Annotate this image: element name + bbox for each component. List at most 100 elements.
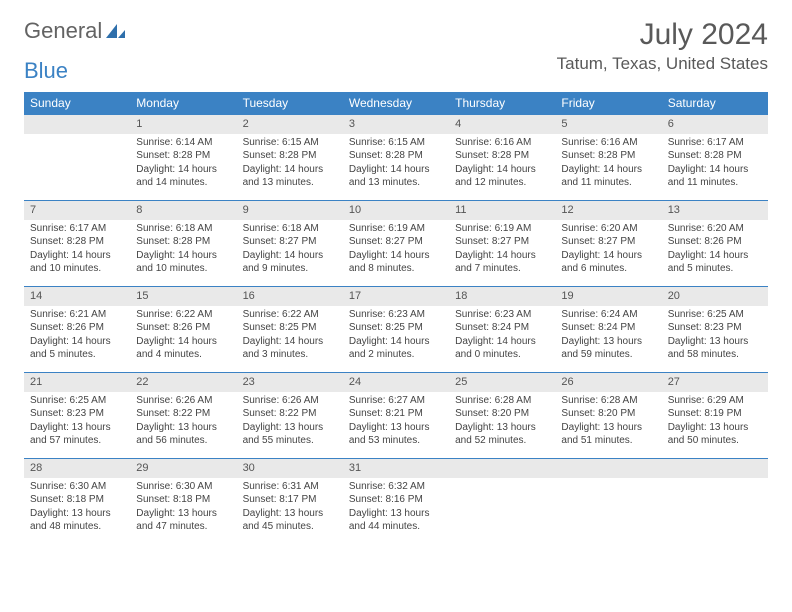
- daylight-text: Daylight: 13 hours and 44 minutes.: [349, 507, 443, 534]
- day-number: 1: [130, 114, 236, 134]
- sunrise-text: Sunrise: 6:15 AM: [243, 136, 337, 150]
- daylight-text: Daylight: 14 hours and 5 minutes.: [30, 335, 124, 362]
- day-number: 21: [24, 372, 130, 392]
- sunset-text: Sunset: 8:28 PM: [561, 149, 655, 163]
- sunrise-text: Sunrise: 6:17 AM: [668, 136, 762, 150]
- calendar-day-cell: 21Sunrise: 6:25 AMSunset: 8:23 PMDayligh…: [24, 372, 130, 458]
- day-details: Sunrise: 6:31 AMSunset: 8:17 PMDaylight:…: [237, 478, 343, 538]
- daylight-text: Daylight: 14 hours and 14 minutes.: [136, 163, 230, 190]
- calendar-day-cell: 2Sunrise: 6:15 AMSunset: 8:28 PMDaylight…: [237, 114, 343, 200]
- day-number: 5: [555, 114, 661, 134]
- day-number: 3: [343, 114, 449, 134]
- calendar-day-cell: 20Sunrise: 6:25 AMSunset: 8:23 PMDayligh…: [662, 286, 768, 372]
- sunrise-text: Sunrise: 6:25 AM: [30, 394, 124, 408]
- daylight-text: Daylight: 14 hours and 10 minutes.: [136, 249, 230, 276]
- sunrise-text: Sunrise: 6:19 AM: [455, 222, 549, 236]
- day-details: Sunrise: 6:17 AMSunset: 8:28 PMDaylight:…: [662, 134, 768, 194]
- daylight-text: Daylight: 14 hours and 4 minutes.: [136, 335, 230, 362]
- day-number: 17: [343, 286, 449, 306]
- calendar-day-cell: 28Sunrise: 6:30 AMSunset: 8:18 PMDayligh…: [24, 458, 130, 544]
- calendar-day-cell: 8Sunrise: 6:18 AMSunset: 8:28 PMDaylight…: [130, 200, 236, 286]
- day-number: 22: [130, 372, 236, 392]
- day-details: Sunrise: 6:18 AMSunset: 8:28 PMDaylight:…: [130, 220, 236, 280]
- brand-logo: General: [24, 18, 129, 44]
- calendar-empty-cell: [662, 458, 768, 544]
- sunrise-text: Sunrise: 6:21 AM: [30, 308, 124, 322]
- day-number: 15: [130, 286, 236, 306]
- calendar-day-cell: 23Sunrise: 6:26 AMSunset: 8:22 PMDayligh…: [237, 372, 343, 458]
- calendar-body: 1Sunrise: 6:14 AMSunset: 8:28 PMDaylight…: [24, 114, 768, 544]
- sunrise-text: Sunrise: 6:15 AM: [349, 136, 443, 150]
- calendar-day-cell: 17Sunrise: 6:23 AMSunset: 8:25 PMDayligh…: [343, 286, 449, 372]
- day-number: 23: [237, 372, 343, 392]
- weekday-header: Monday: [130, 92, 236, 114]
- daylight-text: Daylight: 14 hours and 0 minutes.: [455, 335, 549, 362]
- day-details: Sunrise: 6:30 AMSunset: 8:18 PMDaylight:…: [130, 478, 236, 538]
- day-number: [24, 114, 130, 134]
- day-number: 14: [24, 286, 130, 306]
- day-details: Sunrise: 6:23 AMSunset: 8:24 PMDaylight:…: [449, 306, 555, 366]
- calendar-day-cell: 6Sunrise: 6:17 AMSunset: 8:28 PMDaylight…: [662, 114, 768, 200]
- sunrise-text: Sunrise: 6:24 AM: [561, 308, 655, 322]
- sunrise-text: Sunrise: 6:22 AM: [243, 308, 337, 322]
- sunrise-text: Sunrise: 6:23 AM: [349, 308, 443, 322]
- calendar-day-cell: 30Sunrise: 6:31 AMSunset: 8:17 PMDayligh…: [237, 458, 343, 544]
- calendar-day-cell: 11Sunrise: 6:19 AMSunset: 8:27 PMDayligh…: [449, 200, 555, 286]
- daylight-text: Daylight: 14 hours and 5 minutes.: [668, 249, 762, 276]
- day-details: Sunrise: 6:29 AMSunset: 8:19 PMDaylight:…: [662, 392, 768, 452]
- calendar-empty-cell: [555, 458, 661, 544]
- sunrise-text: Sunrise: 6:32 AM: [349, 480, 443, 494]
- sunset-text: Sunset: 8:24 PM: [455, 321, 549, 335]
- weekday-header: Sunday: [24, 92, 130, 114]
- day-details: Sunrise: 6:32 AMSunset: 8:16 PMDaylight:…: [343, 478, 449, 538]
- sunset-text: Sunset: 8:16 PM: [349, 493, 443, 507]
- daylight-text: Daylight: 14 hours and 7 minutes.: [455, 249, 549, 276]
- day-details: Sunrise: 6:25 AMSunset: 8:23 PMDaylight:…: [662, 306, 768, 366]
- calendar-day-cell: 22Sunrise: 6:26 AMSunset: 8:22 PMDayligh…: [130, 372, 236, 458]
- calendar-day-cell: 26Sunrise: 6:28 AMSunset: 8:20 PMDayligh…: [555, 372, 661, 458]
- day-number: 6: [662, 114, 768, 134]
- daylight-text: Daylight: 13 hours and 58 minutes.: [668, 335, 762, 362]
- sunrise-text: Sunrise: 6:17 AM: [30, 222, 124, 236]
- logo-sail-icon: [105, 22, 127, 40]
- calendar-day-cell: 1Sunrise: 6:14 AMSunset: 8:28 PMDaylight…: [130, 114, 236, 200]
- day-details: Sunrise: 6:30 AMSunset: 8:18 PMDaylight:…: [24, 478, 130, 538]
- daylight-text: Daylight: 13 hours and 52 minutes.: [455, 421, 549, 448]
- sunset-text: Sunset: 8:28 PM: [136, 149, 230, 163]
- weekday-header: Wednesday: [343, 92, 449, 114]
- calendar-day-cell: 18Sunrise: 6:23 AMSunset: 8:24 PMDayligh…: [449, 286, 555, 372]
- day-number: 2: [237, 114, 343, 134]
- day-number: 10: [343, 200, 449, 220]
- day-number: 7: [24, 200, 130, 220]
- day-details: Sunrise: 6:22 AMSunset: 8:26 PMDaylight:…: [130, 306, 236, 366]
- daylight-text: Daylight: 13 hours and 59 minutes.: [561, 335, 655, 362]
- weekday-header-row: SundayMondayTuesdayWednesdayThursdayFrid…: [24, 92, 768, 114]
- daylight-text: Daylight: 13 hours and 48 minutes.: [30, 507, 124, 534]
- calendar-day-cell: 12Sunrise: 6:20 AMSunset: 8:27 PMDayligh…: [555, 200, 661, 286]
- daylight-text: Daylight: 14 hours and 6 minutes.: [561, 249, 655, 276]
- day-details: Sunrise: 6:28 AMSunset: 8:20 PMDaylight:…: [449, 392, 555, 452]
- day-number: 12: [555, 200, 661, 220]
- day-number: 19: [555, 286, 661, 306]
- day-number: [555, 458, 661, 478]
- sunrise-text: Sunrise: 6:29 AM: [668, 394, 762, 408]
- day-details: Sunrise: 6:17 AMSunset: 8:28 PMDaylight:…: [24, 220, 130, 280]
- day-number: 18: [449, 286, 555, 306]
- sunset-text: Sunset: 8:22 PM: [136, 407, 230, 421]
- day-number: [449, 458, 555, 478]
- sunset-text: Sunset: 8:24 PM: [561, 321, 655, 335]
- daylight-text: Daylight: 14 hours and 2 minutes.: [349, 335, 443, 362]
- sunset-text: Sunset: 8:21 PM: [349, 407, 443, 421]
- day-details: Sunrise: 6:19 AMSunset: 8:27 PMDaylight:…: [343, 220, 449, 280]
- calendar-day-cell: 4Sunrise: 6:16 AMSunset: 8:28 PMDaylight…: [449, 114, 555, 200]
- sunrise-text: Sunrise: 6:30 AM: [30, 480, 124, 494]
- day-details: Sunrise: 6:16 AMSunset: 8:28 PMDaylight:…: [555, 134, 661, 194]
- sunset-text: Sunset: 8:22 PM: [243, 407, 337, 421]
- day-number: 25: [449, 372, 555, 392]
- daylight-text: Daylight: 13 hours and 56 minutes.: [136, 421, 230, 448]
- daylight-text: Daylight: 14 hours and 11 minutes.: [668, 163, 762, 190]
- title-block: July 2024 Tatum, Texas, United States: [557, 18, 768, 74]
- day-details: Sunrise: 6:20 AMSunset: 8:26 PMDaylight:…: [662, 220, 768, 280]
- calendar-day-cell: 31Sunrise: 6:32 AMSunset: 8:16 PMDayligh…: [343, 458, 449, 544]
- sunrise-text: Sunrise: 6:28 AM: [455, 394, 549, 408]
